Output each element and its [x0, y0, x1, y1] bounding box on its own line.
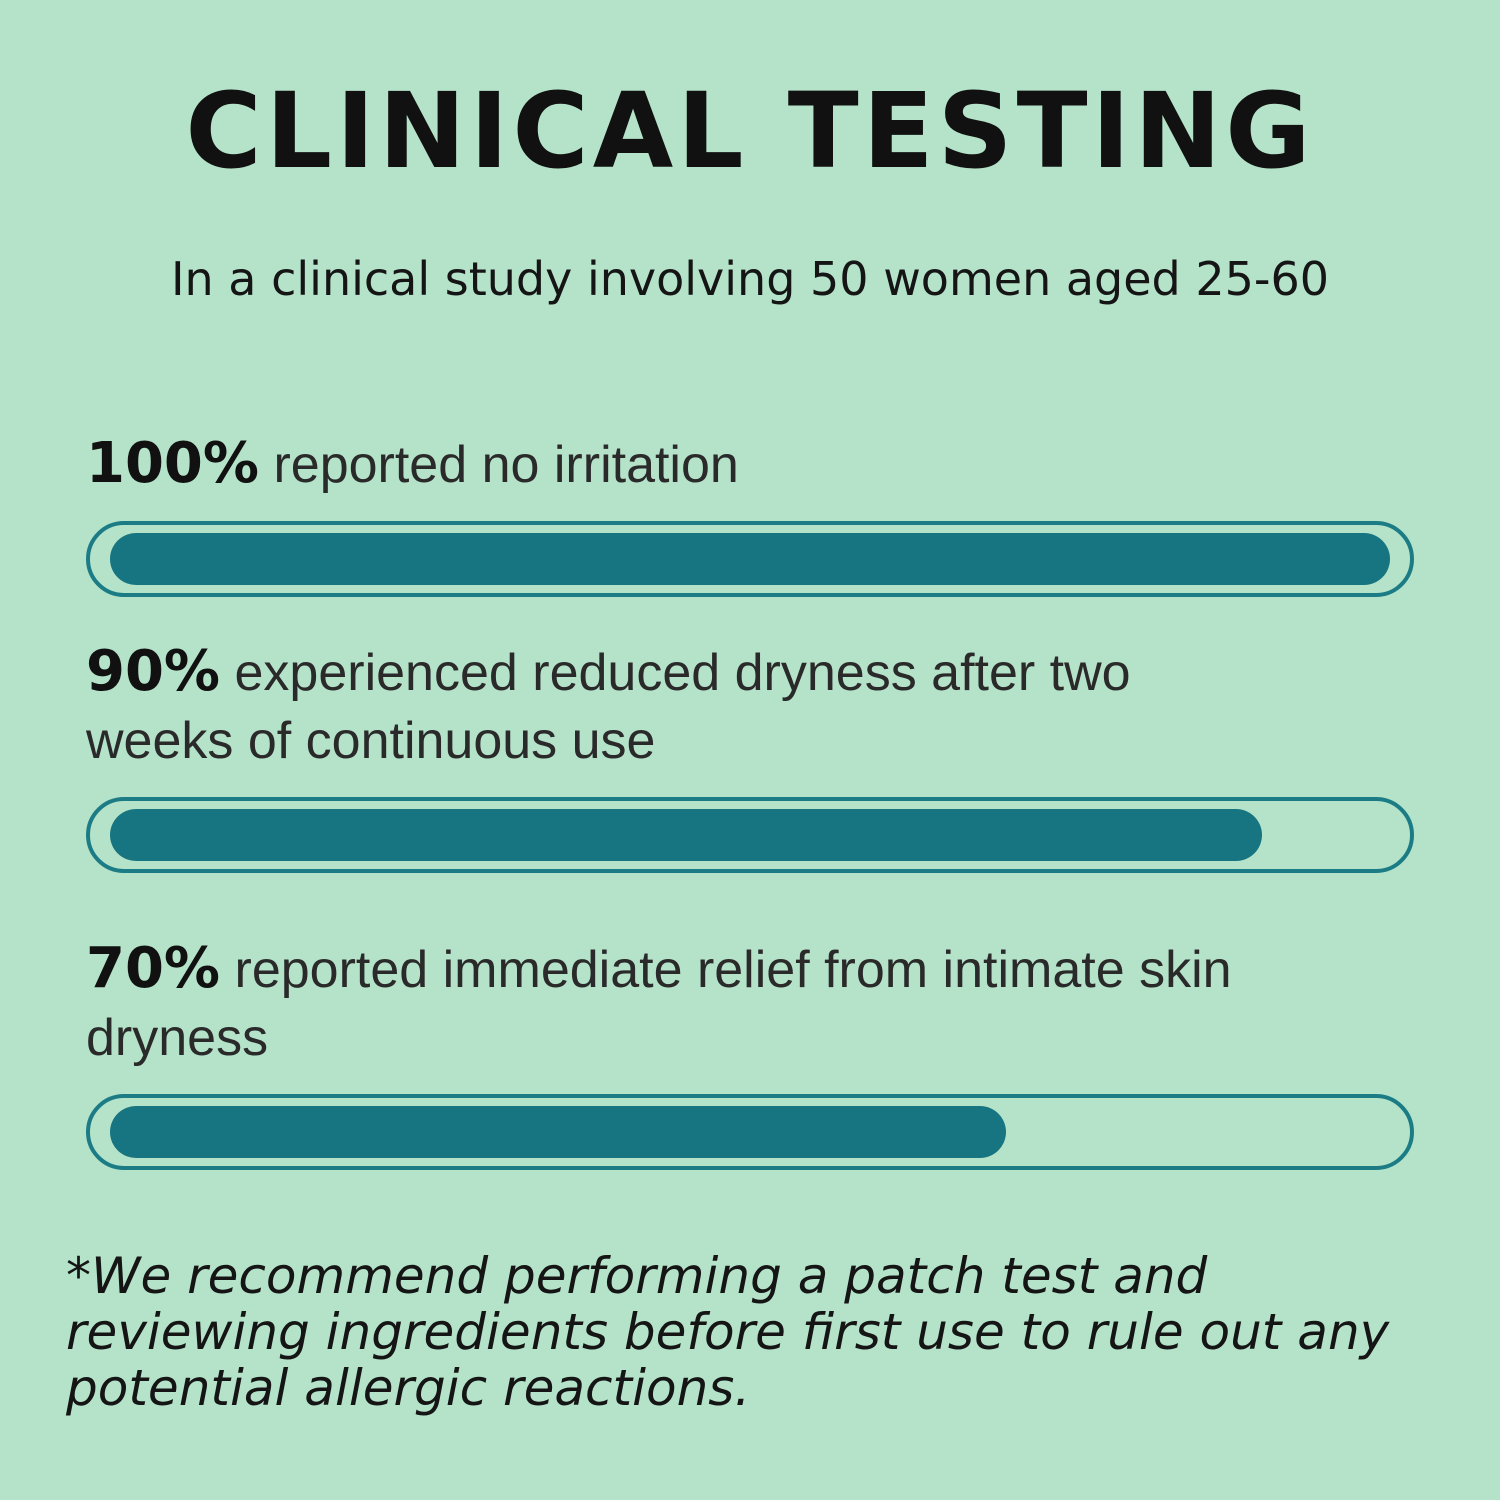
bar-track: [86, 797, 1414, 873]
bar-track: [86, 1094, 1414, 1170]
category-label: reported no irritation: [273, 436, 739, 494]
value-label: 100%: [86, 431, 260, 496]
title: CLINICAL TESTING: [185, 70, 1315, 192]
value-label: 90%: [86, 639, 221, 704]
category-label: experienced reduced dryness after two we…: [86, 644, 1131, 770]
bar: [110, 533, 1390, 585]
stat-item: 70% reported immediate relief from intim…: [86, 935, 1416, 1170]
value-label: 70%: [86, 936, 221, 1001]
subtitle: In a clinical study involving 50 women a…: [170, 252, 1330, 306]
bar: [110, 809, 1262, 861]
stat-item: 90% experienced reduced dryness after tw…: [86, 638, 1416, 873]
bar: [110, 1106, 1006, 1158]
category-label: reported immediate relief from intimate …: [86, 941, 1232, 1067]
footnote: *We recommend performing a patch test an…: [66, 1247, 1390, 1417]
stat-label: 90% experienced reduced dryness after tw…: [86, 638, 1276, 775]
bar-track: [86, 521, 1414, 597]
stat-item: 100% reported no irritation: [86, 430, 1416, 597]
stat-label: 100% reported no irritation: [86, 430, 1276, 499]
stat-label: 70% reported immediate relief from intim…: [86, 935, 1276, 1072]
